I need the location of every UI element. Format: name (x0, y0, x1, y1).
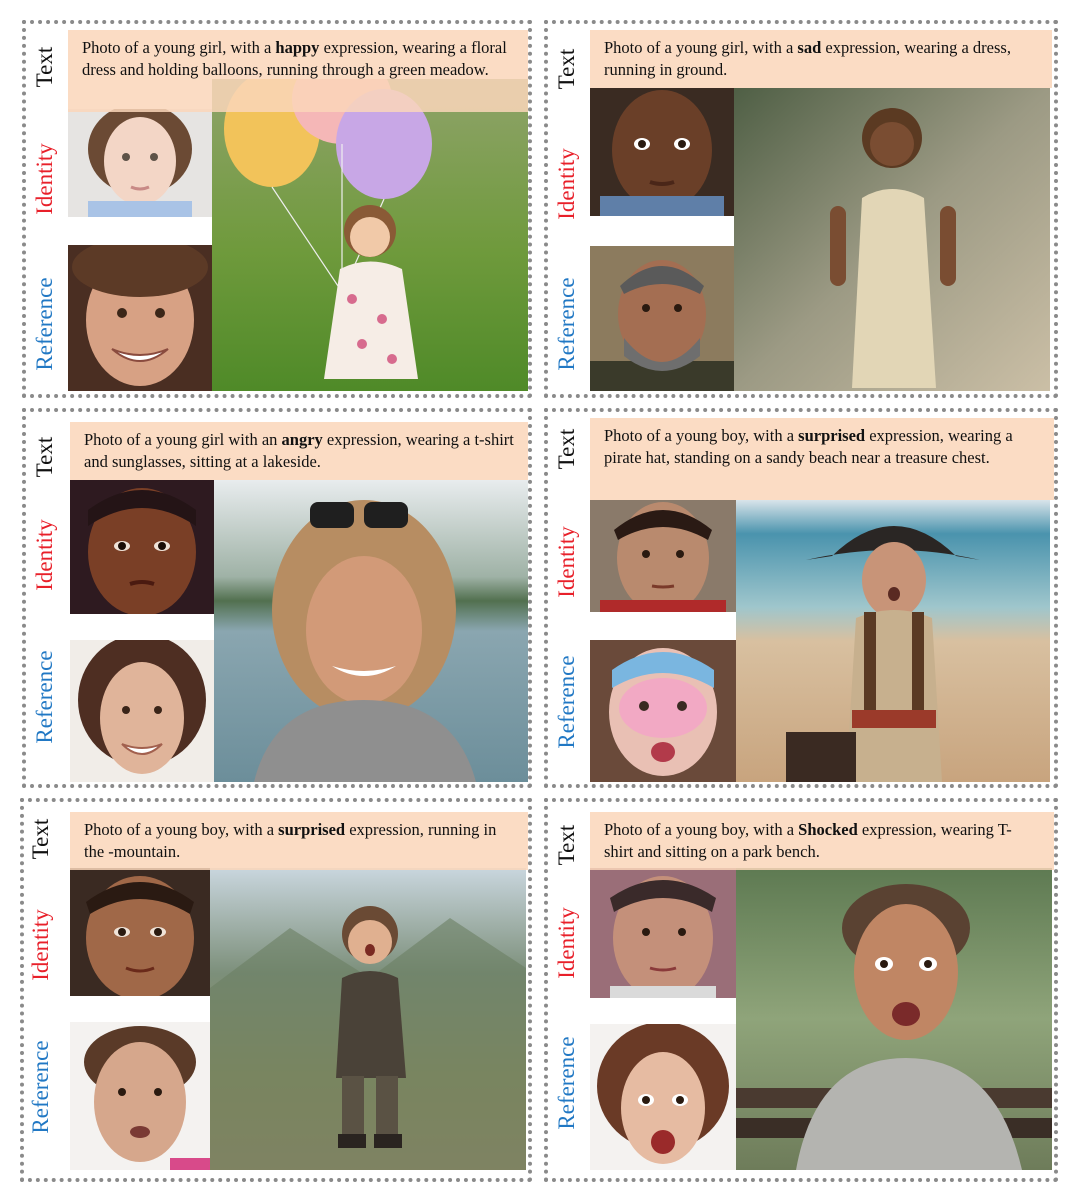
woman-shocked-face-photo (590, 1024, 736, 1170)
identity-face-photo (590, 868, 736, 998)
reference-label: Reference (554, 1036, 579, 1130)
young-girl-face-photo (68, 109, 212, 217)
woman-surprised-face-photo (70, 1022, 210, 1170)
panel-2: Text Identity Reference (544, 20, 1058, 398)
expression-keyword: happy (275, 38, 320, 57)
identity-label: Identity (28, 909, 53, 981)
identity-label: Identity (554, 907, 579, 979)
expression-keyword: surprised (278, 820, 346, 839)
expression-keyword: surprised (798, 426, 866, 445)
girl-with-sunglasses-lakeside-photo (214, 480, 528, 782)
generated-scene-photo (736, 868, 1052, 1170)
reference-label: Reference (32, 650, 57, 744)
generated-scene-photo (214, 480, 528, 782)
smiling-woman-face-photo (70, 640, 214, 782)
reference-face-photo (590, 246, 734, 391)
generated-scene-photo (736, 500, 1050, 782)
reference-face-photo (70, 640, 214, 782)
young-girl-face-photo (590, 88, 734, 216)
caption-text-after: expression, wearing a t-shirt and sungla… (84, 430, 514, 471)
young-girl-face-photo (70, 480, 214, 614)
prompt-caption: Photo of a young girl, with a sad expres… (590, 30, 1052, 88)
identity-face-photo (590, 88, 734, 216)
panel-3: Text Identity Reference (22, 408, 532, 788)
prompt-caption: Photo of a young boy, with a surprised e… (70, 812, 528, 870)
prompt-caption: Photo of a young boy, with a Shocked exp… (590, 812, 1054, 870)
older-man-face-photo (590, 246, 734, 391)
caption-text-before: Photo of a young boy, with a (84, 820, 279, 839)
young-boy-face-photo (590, 868, 736, 998)
identity-face-photo (590, 500, 736, 612)
reference-label: Reference (554, 655, 579, 749)
reference-face-photo (70, 1022, 210, 1170)
reference-label: Reference (32, 277, 57, 371)
caption-text-after: expression, wearing a dress, running in … (604, 38, 1011, 79)
girl-with-balloons-meadow-photo (212, 79, 528, 391)
expression-keyword: angry (281, 430, 323, 449)
boy-pirate-hat-beach-photo (736, 500, 1050, 782)
reference-label: Reference (28, 1040, 53, 1134)
caption-text-after: expression, wearing a floral dress and h… (82, 38, 507, 79)
generated-scene-photo (210, 868, 526, 1170)
face-painted-child-photo (590, 640, 736, 782)
young-boy-face-photo (70, 868, 210, 996)
panel-5: Text Identity Reference (20, 798, 532, 1182)
caption-text-before: Photo of a young boy, with a (604, 426, 799, 445)
boy-shocked-park-bench-photo (736, 868, 1052, 1170)
caption-text-before: Photo of a young girl, with a (82, 38, 276, 57)
smiling-teen-face-photo (68, 245, 212, 391)
panel-1: Text Identity Reference (22, 20, 532, 398)
prompt-caption: Photo of a young girl, with a happy expr… (68, 30, 528, 112)
girl-in-dress-running-photo (734, 88, 1050, 391)
panel-4: Text Identity Reference (544, 408, 1058, 788)
caption-text-before: Photo of a young boy, with a (604, 820, 799, 839)
generated-scene-photo (212, 79, 528, 391)
expression-keyword: Shocked (798, 820, 858, 839)
young-boy-face-photo (590, 500, 736, 612)
reference-face-photo (590, 1024, 736, 1170)
reference-face-photo (68, 245, 212, 391)
caption-text-after: expression, running in the -mountain. (84, 820, 497, 861)
caption-text-after: expression, wearing T-shirt and sitting … (604, 820, 1012, 861)
panel-6: Text Identity Reference (544, 798, 1058, 1182)
prompt-caption: Photo of a young boy, with a surprised e… (590, 418, 1054, 500)
identity-face-photo (68, 109, 212, 217)
generated-scene-photo (734, 88, 1050, 391)
caption-text-after: expression, wearing a pirate hat, standi… (604, 426, 1013, 467)
identity-face-photo (70, 868, 210, 996)
identity-label: Identity (554, 148, 579, 220)
identity-label: Identity (32, 143, 57, 215)
identity-label: Identity (32, 519, 57, 591)
caption-text-before: Photo of a young girl, with a (604, 38, 798, 57)
caption-text-before: Photo of a young girl with an (84, 430, 282, 449)
identity-face-photo (70, 480, 214, 614)
reference-label: Reference (554, 277, 579, 371)
identity-label: Identity (554, 526, 579, 598)
expression-keyword: sad (797, 38, 822, 57)
reference-face-photo (590, 640, 736, 782)
prompt-caption: Photo of a young girl with an angry expr… (70, 422, 528, 480)
boy-running-mountain-photo (210, 868, 526, 1170)
